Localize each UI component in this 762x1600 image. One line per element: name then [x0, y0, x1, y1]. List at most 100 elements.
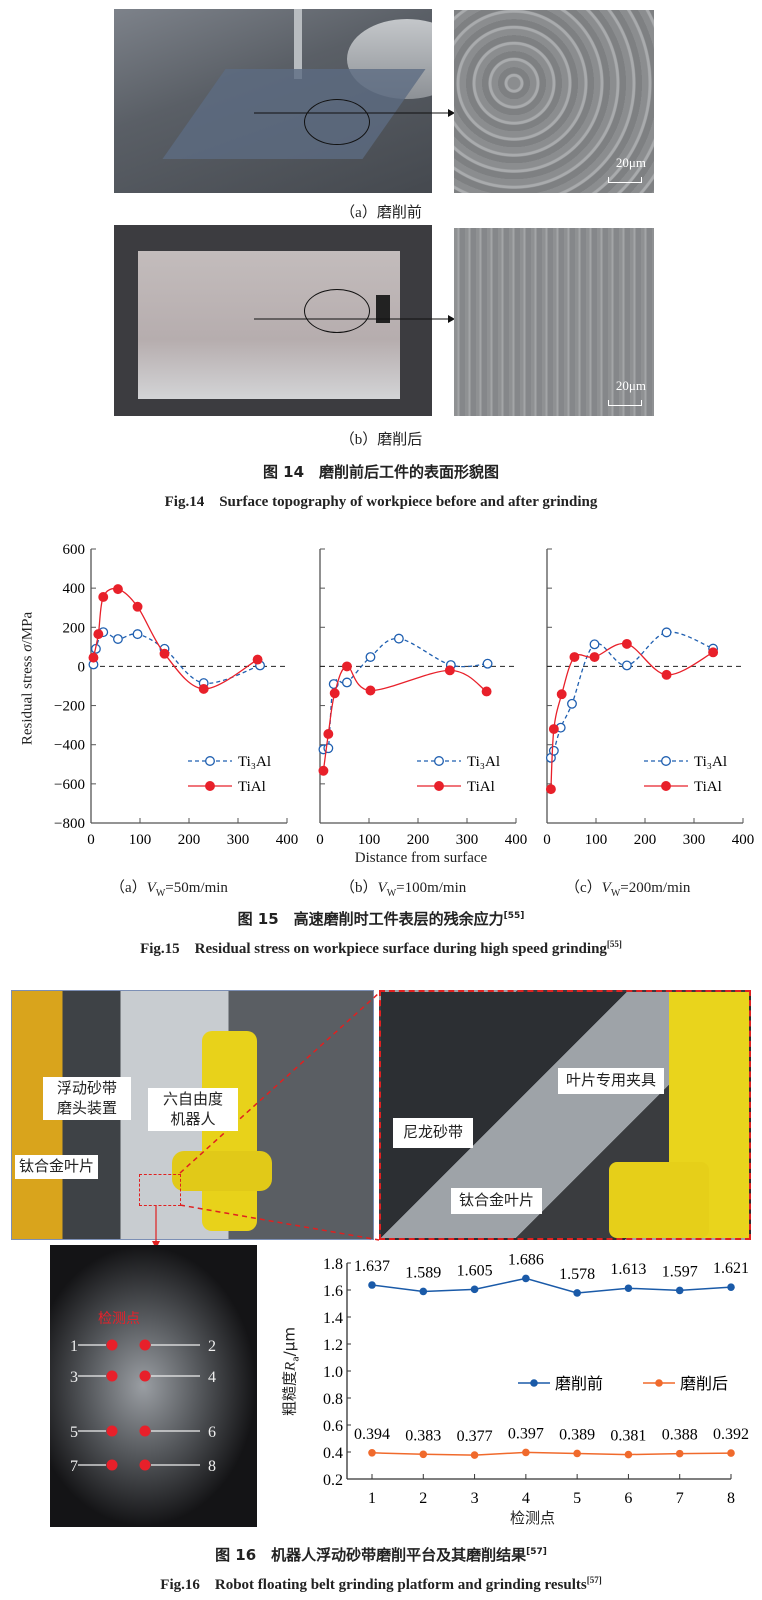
data-point-tial	[342, 661, 352, 672]
data-point	[624, 1450, 633, 1459]
data-point-ti3al	[328, 679, 339, 689]
legend-marker	[661, 756, 671, 766]
data-point	[419, 1450, 428, 1459]
data-point-tial	[365, 685, 376, 696]
x-tick-label: 1	[368, 1490, 376, 1507]
figure-caption-cn: 图 14 磨削前后工件的表面形貌图	[262, 463, 500, 481]
data-point-tial	[93, 629, 104, 640]
legend-marker	[655, 1379, 663, 1387]
subcaption-a: （a）磨削前	[340, 205, 422, 221]
x-tick-label: 400	[505, 832, 528, 848]
data-point-tial	[444, 665, 455, 676]
data-point	[675, 1449, 684, 1458]
y-tick-label: 0.6	[323, 1418, 343, 1435]
measurement-point	[139, 1339, 151, 1351]
measurement-point	[139, 1370, 151, 1382]
figure-caption-cn: 图 15 高速磨削时工件表层的残余应力[55]	[237, 910, 525, 928]
data-point-ti3al	[589, 639, 600, 650]
y-tick-label: −600	[54, 777, 85, 793]
scale-bar	[608, 177, 642, 183]
label-nylon-belt: 尼龙砂带	[393, 1118, 474, 1148]
point-number: 4	[208, 1369, 216, 1386]
series-line-ti3al	[550, 631, 714, 759]
measurement-points: 1 2 3 4 5 6 7 8	[70, 1338, 216, 1475]
measurement-point	[139, 1459, 151, 1471]
legend-marker	[434, 781, 444, 791]
data-label: 1.589	[405, 1264, 441, 1281]
roughness-chart: 1.8 1.6 1.4 1.2 1.0 0.8 0.6 0.4 0.2 1 2 3 4 5 6 7 8 1.637…	[323, 1251, 749, 1507]
legend-label: TiAl	[238, 779, 266, 795]
y-tick-label: −200	[54, 699, 85, 715]
data-point	[368, 1281, 376, 1289]
point-number: 5	[70, 1424, 78, 1441]
legend-marker	[530, 1379, 538, 1387]
legend-label: Ti₃Al	[694, 754, 727, 770]
data-point-tial	[548, 724, 559, 735]
data-label: 0.392	[713, 1426, 749, 1443]
data-point-tial	[569, 652, 580, 662]
x-tick-label: 7	[676, 1490, 684, 1507]
label-blade-right: 钛合金叶片	[451, 1188, 543, 1214]
x-tick-label: 100	[585, 832, 608, 848]
point-number: 7	[70, 1458, 78, 1475]
point-number: 3	[70, 1369, 78, 1386]
data-label: 0.381	[610, 1428, 646, 1445]
figure-caption-en: Fig.15 Residual stress on workpiece surf…	[140, 939, 622, 957]
x-tick-label: 2	[419, 1490, 427, 1507]
x-tick-label: 400	[732, 832, 755, 848]
data-point-tial	[708, 647, 719, 658]
data-point-ti3al	[132, 629, 143, 640]
point-number: 2	[208, 1338, 216, 1355]
data-point	[470, 1451, 479, 1459]
y-tick-label: 600	[63, 542, 86, 558]
y-tick-label: 200	[63, 620, 86, 636]
data-point	[368, 1449, 376, 1457]
data-point-ti3al	[567, 698, 577, 709]
point-number: 6	[208, 1424, 216, 1441]
y-tick-label: 1.4	[323, 1310, 343, 1327]
data-label: 1.613	[610, 1261, 646, 1278]
measurement-point	[106, 1339, 118, 1351]
label-belt-head: 浮动砂带 磨头装置	[43, 1077, 131, 1120]
photo-grinding-closeup	[379, 990, 751, 1240]
legend-marker	[434, 756, 444, 766]
data-point	[573, 1289, 581, 1297]
scale-bar-label: 20μm	[615, 155, 646, 170]
figure-caption-en: Fig.16 Robot floating belt grinding plat…	[160, 1575, 602, 1593]
photo-workpiece-before	[114, 9, 432, 193]
data-point-tial	[556, 689, 567, 700]
x-tick-label: 3	[471, 1490, 479, 1507]
x-tick-label: 5	[573, 1490, 581, 1507]
arrow-icon	[254, 109, 455, 117]
legend-marker	[205, 781, 215, 791]
y-tick-label: −400	[54, 738, 85, 754]
data-point	[727, 1283, 735, 1291]
legend-label: Ti₃Al	[238, 754, 271, 770]
data-point-ti3al	[548, 745, 559, 756]
data-point	[470, 1285, 479, 1294]
measurement-point	[106, 1459, 118, 1471]
legend-marker	[205, 756, 215, 766]
y-tick-label: 0.8	[323, 1391, 343, 1408]
sem-after: 20μm	[454, 228, 654, 416]
series-line-ti3al	[322, 637, 488, 754]
data-label: 1.637	[354, 1258, 390, 1275]
series-line-tial	[550, 642, 714, 790]
legend-label: TiAl	[467, 779, 495, 795]
sem-before: 20μm	[454, 10, 654, 193]
measurement-point	[139, 1425, 151, 1437]
data-point	[419, 1287, 428, 1296]
subcaption-b: （b）VW=100m/min	[340, 880, 467, 899]
data-label: 0.377	[457, 1428, 493, 1445]
data-label: 1.597	[662, 1263, 698, 1280]
data-point-tial	[545, 784, 556, 795]
legend-label: 磨削前	[555, 1374, 603, 1393]
data-point-tial	[318, 765, 329, 776]
series-line-after	[371, 1451, 732, 1456]
y-axis-label: Residual stress σ/MPa	[20, 589, 37, 769]
data-label: 1.578	[559, 1266, 595, 1283]
data-point	[522, 1448, 530, 1457]
points-title: 检测点	[98, 1311, 140, 1327]
subcaption-b: （b）磨削后	[339, 432, 423, 448]
